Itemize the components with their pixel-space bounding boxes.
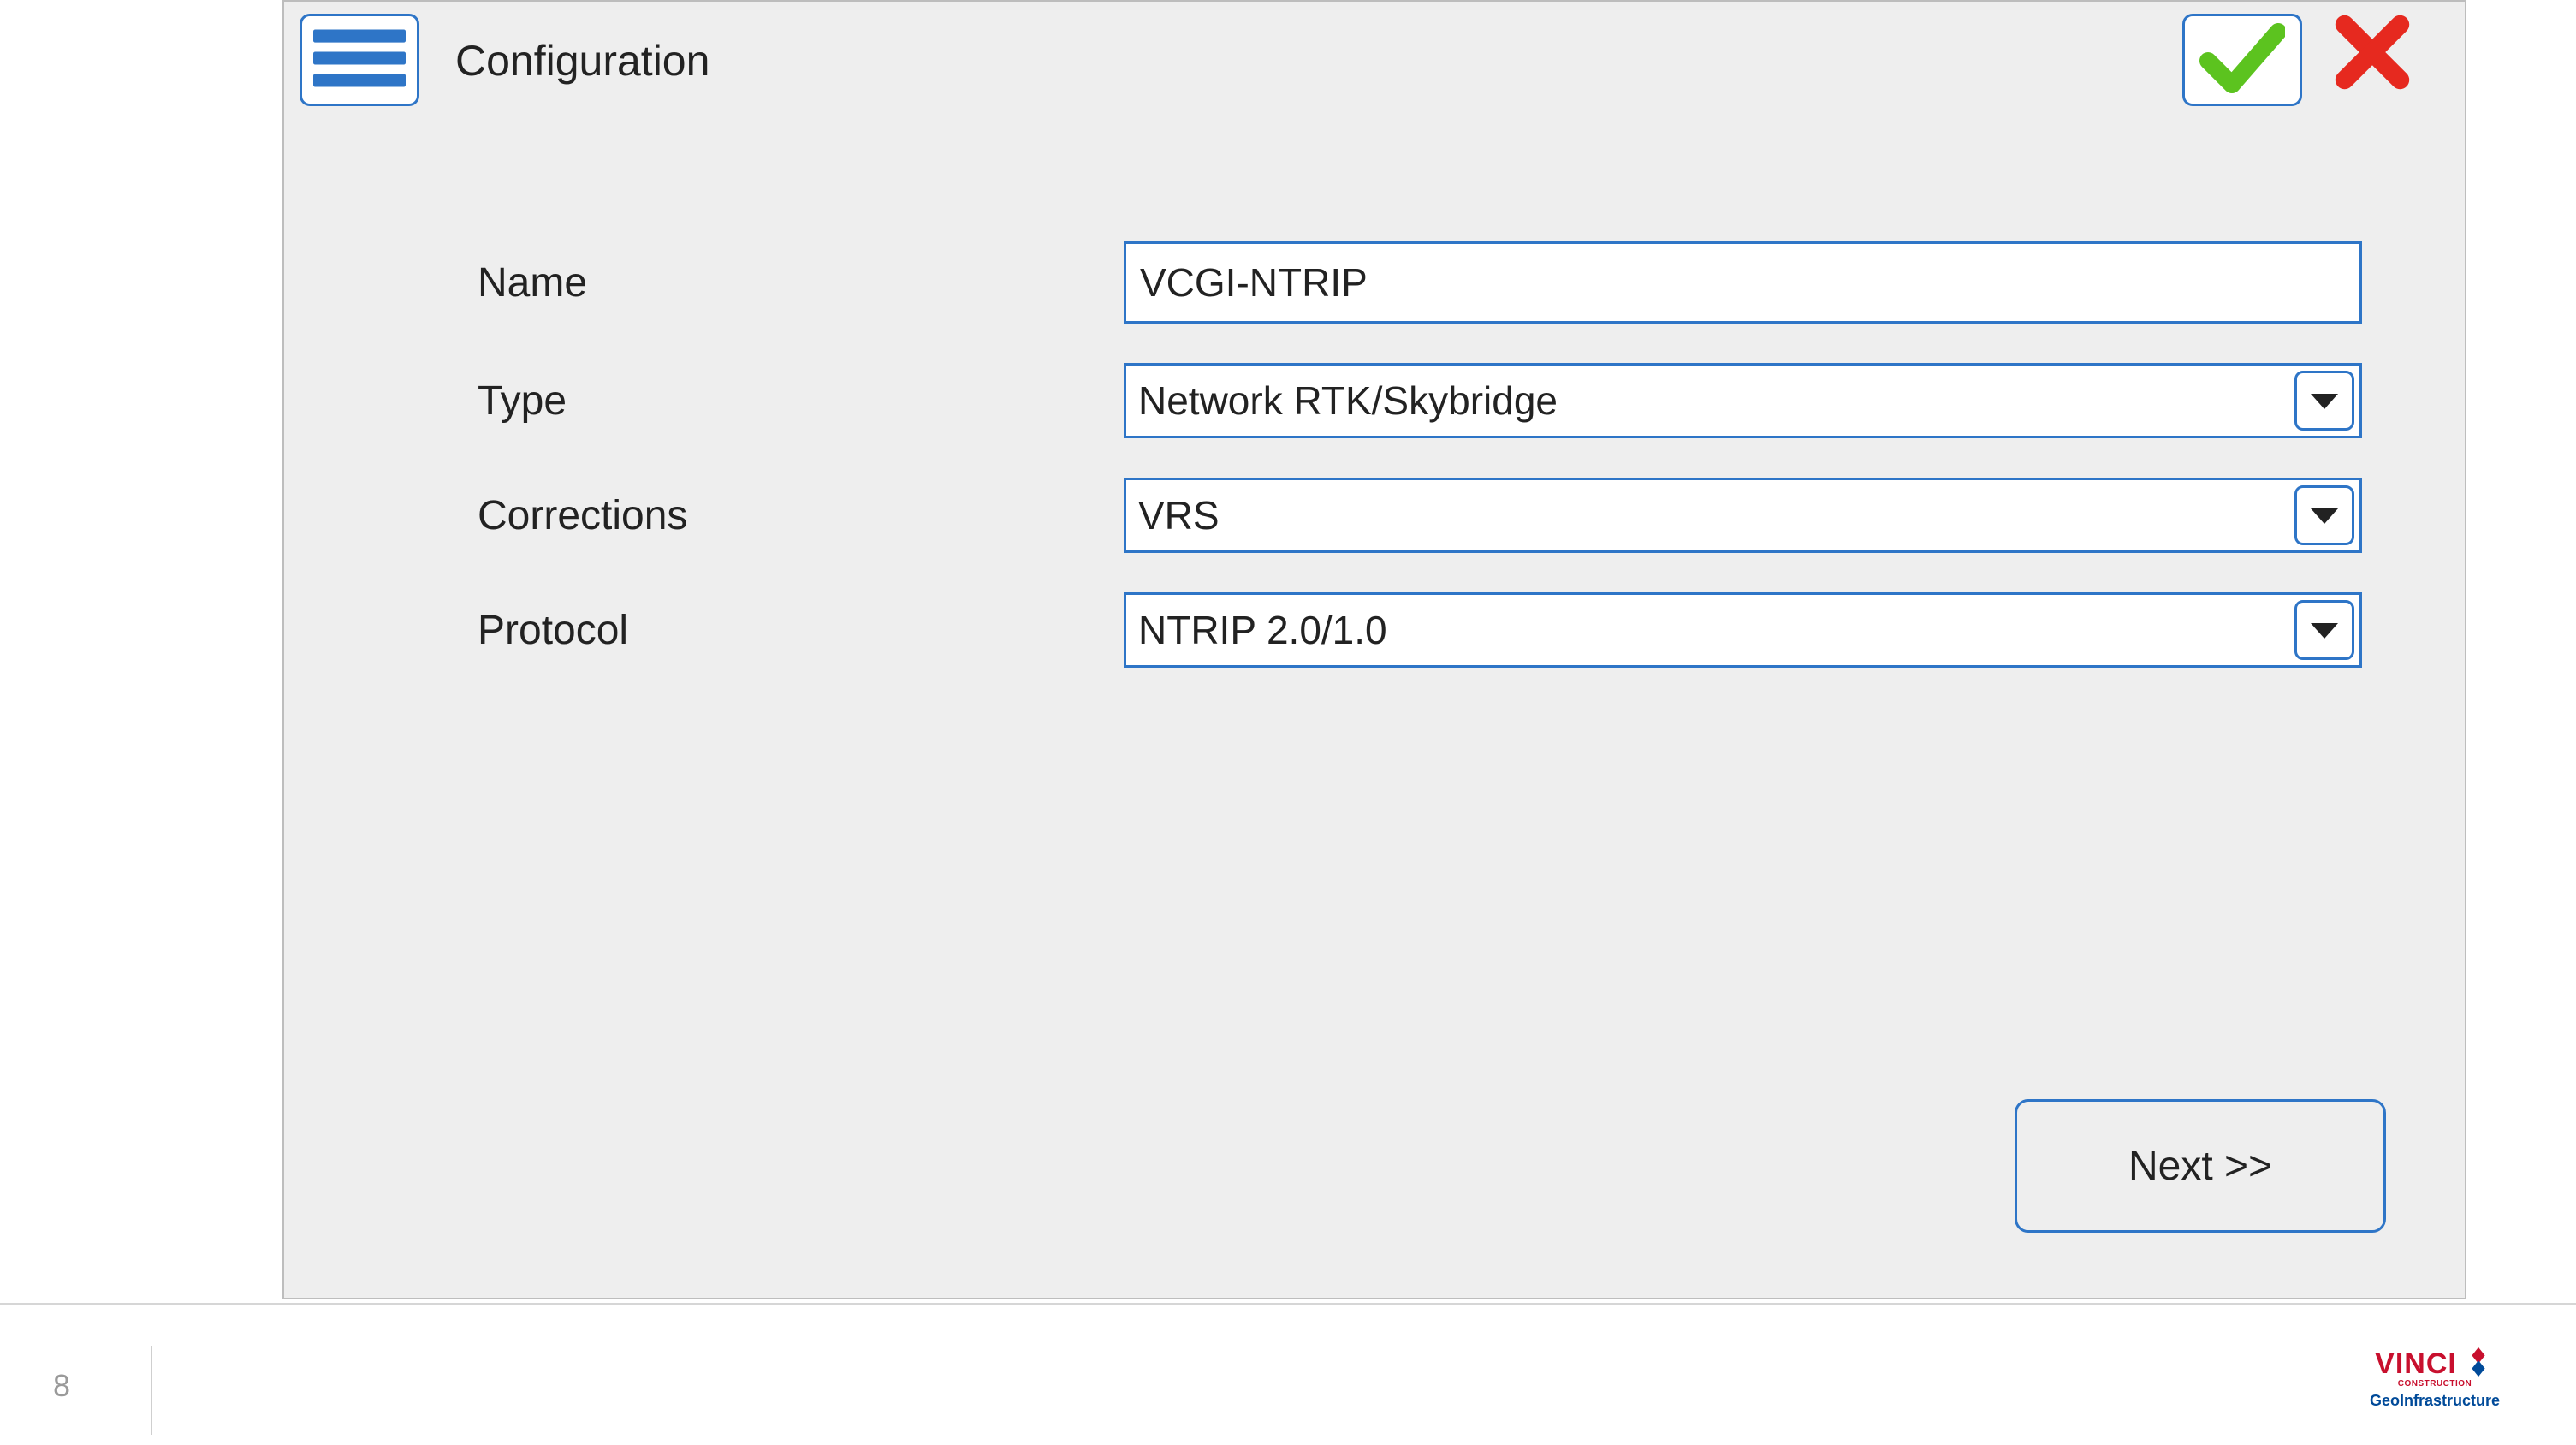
close-icon <box>2330 80 2415 94</box>
name-input[interactable] <box>1124 241 2362 324</box>
next-button-label: Next >> <box>2128 1143 2272 1190</box>
corrections-select-value: VRS <box>1138 492 2294 538</box>
row-type: Type Network RTK/Skybridge <box>478 363 2362 438</box>
hamburger-icon <box>313 25 406 96</box>
brand-logo: VINCI CONSTRUCTION GeoInfrastructure <box>2345 1346 2525 1431</box>
row-name: Name <box>478 241 2362 324</box>
protocol-select[interactable]: NTRIP 2.0/1.0 <box>1124 592 2362 668</box>
page-number: 8 <box>53 1368 70 1404</box>
panel-header: Configuration <box>284 2 2465 116</box>
config-panel: Configuration Name <box>282 0 2466 1299</box>
label-name: Name <box>478 259 1124 306</box>
logo-mark-icon <box>2462 1346 2495 1383</box>
check-icon <box>2199 20 2285 101</box>
page-title: Configuration <box>455 36 709 86</box>
menu-button[interactable] <box>300 14 419 106</box>
logo-subtitle: GeoInfrastructure <box>2370 1392 2500 1410</box>
footer: 8 VINCI CONSTRUCTION GeoInfrastructure <box>0 1303 2576 1445</box>
row-protocol: Protocol NTRIP 2.0/1.0 <box>478 592 2362 668</box>
corrections-select[interactable]: VRS <box>1124 478 2362 553</box>
logo-name: VINCI <box>2375 1347 2457 1381</box>
label-protocol: Protocol <box>478 607 1124 654</box>
accept-button[interactable] <box>2182 14 2302 106</box>
chevron-down-icon <box>2294 485 2354 545</box>
form: Name Type Network RTK/Skybridge Correcti… <box>478 241 2362 707</box>
label-corrections: Corrections <box>478 492 1124 539</box>
chevron-down-icon <box>2294 600 2354 660</box>
row-corrections: Corrections VRS <box>478 478 2362 553</box>
chevron-down-icon <box>2294 371 2354 431</box>
logo-top-row: VINCI <box>2375 1346 2495 1383</box>
page-number-separator <box>151 1346 152 1435</box>
logo-sub-construction: CONSTRUCTION <box>2398 1379 2472 1389</box>
slide: Configuration Name <box>0 0 2576 1445</box>
next-button[interactable]: Next >> <box>2015 1099 2386 1233</box>
protocol-select-value: NTRIP 2.0/1.0 <box>1138 607 2294 653</box>
cancel-button[interactable] <box>2330 14 2449 106</box>
label-type: Type <box>478 378 1124 425</box>
type-select-value: Network RTK/Skybridge <box>1138 378 2294 424</box>
type-select[interactable]: Network RTK/Skybridge <box>1124 363 2362 438</box>
